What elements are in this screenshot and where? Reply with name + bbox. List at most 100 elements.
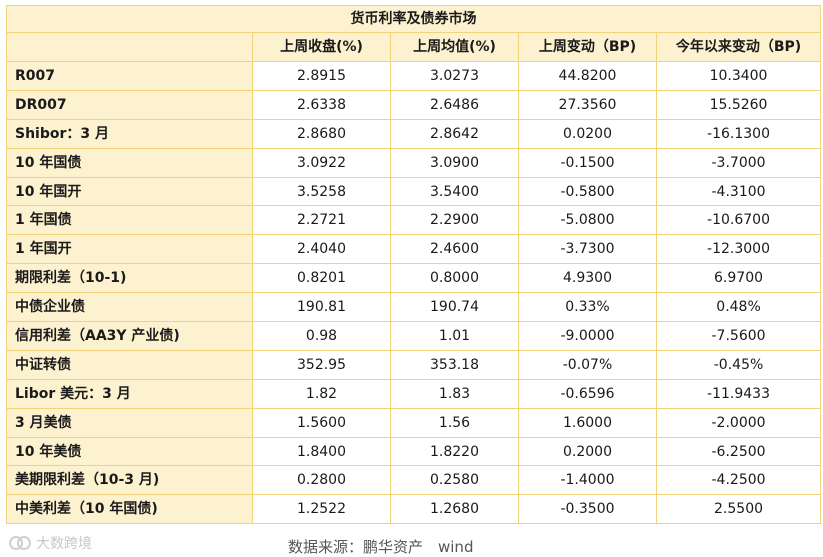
cell-close: 2.8915 [252,61,391,91]
cell-close: 1.8400 [252,436,391,467]
cell-close: 0.2800 [252,465,391,496]
cell-weekly-change: -1.4000 [518,465,657,496]
cell-average: 190.74 [390,292,519,323]
cell-weekly-change: -0.3500 [518,494,657,525]
cell-close: 2.6338 [252,89,391,120]
row-label: DR007 [6,89,253,120]
cell-weekly-change: -0.5800 [518,176,657,207]
cell-close: 1.82 [252,378,391,409]
cell-weekly-change: 1.6000 [518,407,657,438]
cell-average: 353.18 [390,349,519,380]
cell-weekly-change: 27.3560 [518,89,657,120]
watermark-text: 大数跨境 [36,536,92,552]
table-row: 中债企业债 190.81 190.74 0.33% 0.48% [6,292,822,323]
column-header-label [6,32,253,62]
cell-ytd-change: -7.5600 [655,321,822,351]
cell-average: 1.2680 [390,494,519,525]
cell-ytd-change: -4.2500 [655,465,822,496]
cell-average: 2.4600 [390,234,519,265]
cell-ytd-change: 10.3400 [655,61,822,91]
table-row: DR007 2.6338 2.6486 27.3560 15.5260 [6,89,822,120]
cell-ytd-change: 0.48% [655,292,822,323]
data-source-note: 数据来源：鹏华资产 wind [288,538,474,556]
cell-ytd-change: -3.7000 [655,147,822,178]
cell-weekly-change: 0.0200 [518,118,657,149]
row-label: 1 年国开 [6,234,253,265]
cell-weekly-change: 4.9300 [518,263,657,294]
table-row: Shibor：3 月 2.8680 2.8642 0.0200 -16.1300 [6,118,822,149]
row-label: 10 年美债 [6,436,253,467]
cell-ytd-change: 15.5260 [655,89,822,120]
row-label: Shibor：3 月 [6,118,253,149]
table-row: 10 年国开 3.5258 3.5400 -0.5800 -4.3100 [6,176,822,207]
cell-average: 3.5400 [390,176,519,207]
cell-close: 2.4040 [252,234,391,265]
table-row: 信用利差（AA3Y 产业债) 0.98 1.01 -9.0000 -7.5600 [6,321,822,351]
row-label: 期限利差（10-1) [6,263,253,294]
cell-average: 1.56 [390,407,519,438]
table-row: 期限利差（10-1) 0.8201 0.8000 4.9300 6.9700 [6,263,822,294]
column-header-average: 上周均值(%) [390,32,519,62]
cell-weekly-change: 44.8200 [518,61,657,91]
table-row: 中美利差（10 年国债) 1.2522 1.2680 -0.3500 2.5500 [6,494,822,525]
row-label: 10 年国债 [6,147,253,178]
cell-average: 3.0273 [390,61,519,91]
column-header-weekly-change: 上周变动（BP) [518,32,657,62]
row-label: 中证转债 [6,349,253,380]
cell-ytd-change: -12.3000 [655,234,822,265]
cell-weekly-change: -0.6596 [518,378,657,409]
cell-close: 3.5258 [252,176,391,207]
column-header-row: 上周收盘(%) 上周均值(%) 上周变动（BP) 今年以来变动（BP) [6,32,822,62]
row-label: 3 月美债 [6,407,253,438]
cell-close: 352.95 [252,349,391,380]
rates-table: 货币利率及债券市场 上周收盘(%) 上周均值(%) 上周变动（BP) 今年以来变… [5,5,822,525]
column-header-ytd-change: 今年以来变动（BP) [655,32,822,62]
cell-weekly-change: -0.1500 [518,147,657,178]
cell-ytd-change: -2.0000 [655,407,822,438]
table-row: 10 年国债 3.0922 3.0900 -0.1500 -3.7000 [6,147,822,178]
cell-close: 1.2522 [252,494,391,525]
table-row: 中证转债 352.95 353.18 -0.07% -0.45% [6,349,822,380]
row-label: 美期限利差（10-3 月) [6,465,253,496]
row-label: 中债企业债 [6,292,253,323]
row-label: 1 年国债 [6,205,253,236]
row-label: Libor 美元：3 月 [6,378,253,409]
table-title: 货币利率及债券市场 [5,5,822,33]
cell-weekly-change: -9.0000 [518,321,657,351]
cell-weekly-change: 0.2000 [518,436,657,467]
cell-average: 2.6486 [390,89,519,120]
cell-weekly-change: -3.7300 [518,234,657,265]
table-row: Libor 美元：3 月 1.82 1.83 -0.6596 -11.9433 [6,378,822,409]
table-row: 3 月美债 1.5600 1.56 1.6000 -2.0000 [6,407,822,438]
cell-weekly-change: 0.33% [518,292,657,323]
cell-weekly-change: -0.07% [518,349,657,380]
table-row: 10 年美债 1.8400 1.8220 0.2000 -6.2500 [6,436,822,467]
cell-average: 1.01 [390,321,519,351]
cell-average: 1.8220 [390,436,519,467]
brand-logo-icon [8,533,32,553]
cell-ytd-change: -4.3100 [655,176,822,207]
row-label: 中美利差（10 年国债) [6,494,253,525]
cell-ytd-change: -10.6700 [655,205,822,236]
cell-close: 0.98 [252,321,391,351]
cell-ytd-change: 6.9700 [655,263,822,294]
row-label: 信用利差（AA3Y 产业债) [6,321,253,351]
cell-average: 0.8000 [390,263,519,294]
table-row: R007 2.8915 3.0273 44.8200 10.3400 [6,61,822,91]
cell-average: 3.0900 [390,147,519,178]
watermark: 大数跨境 [8,533,92,553]
table-row: 1 年国债 2.2721 2.2900 -5.0800 -10.6700 [6,205,822,236]
cell-weekly-change: -5.0800 [518,205,657,236]
cell-close: 0.8201 [252,263,391,294]
cell-ytd-change: 2.5500 [655,494,822,525]
cell-close: 1.5600 [252,407,391,438]
cell-close: 2.2721 [252,205,391,236]
cell-close: 2.8680 [252,118,391,149]
cell-ytd-change: -0.45% [655,349,822,380]
cell-ytd-change: -16.1300 [655,118,822,149]
cell-average: 0.2580 [390,465,519,496]
cell-ytd-change: -6.2500 [655,436,822,467]
table-title-row: 货币利率及债券市场 [5,5,822,33]
column-header-close: 上周收盘(%) [252,32,391,62]
cell-ytd-change: -11.9433 [655,378,822,409]
